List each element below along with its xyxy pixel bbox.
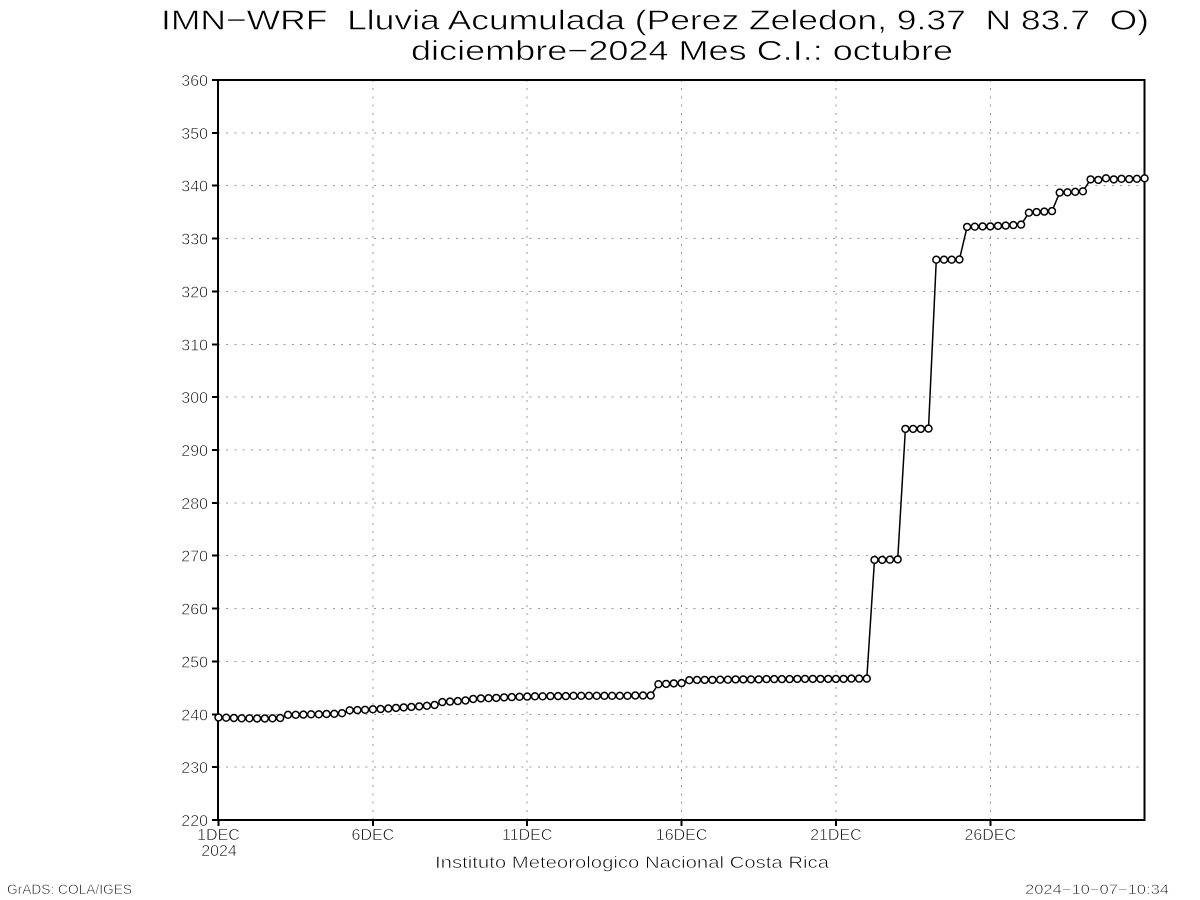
svg-text:320: 320 — [181, 284, 208, 301]
svg-text:330: 330 — [181, 232, 208, 249]
svg-text:diciembre−2024 Mes C.I.: octub: diciembre−2024 Mes C.I.: octubre — [411, 35, 953, 66]
svg-text:240: 240 — [181, 707, 208, 724]
svg-text:270: 270 — [181, 549, 208, 566]
svg-text:250: 250 — [181, 654, 208, 671]
svg-text:260: 260 — [181, 602, 208, 619]
svg-text:Instituto Meteorologico Nacion: Instituto Meteorologico Nacional Costa R… — [435, 853, 830, 872]
svg-text:310: 310 — [181, 337, 208, 354]
svg-text:280: 280 — [181, 496, 208, 513]
svg-text:2024: 2024 — [201, 843, 237, 860]
svg-text:350: 350 — [181, 126, 208, 143]
svg-text:220: 220 — [181, 813, 208, 830]
svg-text:GrADS: COLA/IGES: GrADS: COLA/IGES — [7, 881, 132, 897]
svg-text:26DEC: 26DEC — [965, 827, 1017, 844]
svg-text:290: 290 — [181, 443, 208, 460]
svg-text:2024−10−07−10:34: 2024−10−07−10:34 — [1025, 881, 1169, 897]
svg-text:6DEC: 6DEC — [352, 827, 395, 844]
svg-text:340: 340 — [181, 179, 208, 196]
svg-text:1DEC: 1DEC — [197, 827, 240, 844]
svg-text:IMN−WRF Lluvia Acumulada (Per: IMN−WRF Lluvia Acumulada (Perez Zeledon,… — [161, 5, 1149, 36]
svg-text:11DEC: 11DEC — [502, 827, 552, 844]
svg-text:300: 300 — [181, 390, 208, 407]
svg-text:360: 360 — [181, 73, 208, 90]
svg-text:230: 230 — [181, 760, 208, 777]
svg-text:21DEC: 21DEC — [810, 827, 862, 844]
svg-text:16DEC: 16DEC — [656, 827, 708, 844]
